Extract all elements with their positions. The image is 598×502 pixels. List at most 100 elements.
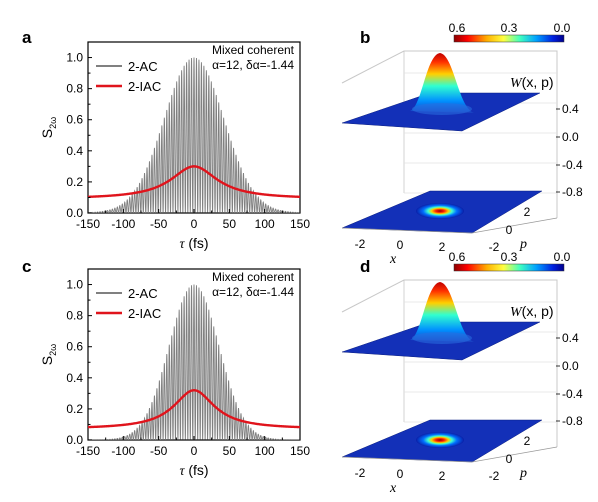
z-tick-label: -0.4 — [562, 158, 583, 172]
x-tick-label: 0 — [397, 467, 404, 481]
x-tick-label: 2 — [439, 469, 446, 483]
series-2-ac — [88, 57, 300, 213]
z-tick-label: 0.4 — [562, 331, 579, 345]
x-tick-label: 50 — [223, 217, 237, 231]
series-2-iac — [88, 389, 300, 429]
colorbar-label-min: 0.6 — [449, 21, 466, 35]
projection-spot — [416, 203, 464, 219]
x-axis-label-symbol: τ — [179, 464, 185, 479]
x-tick-label: 0 — [397, 238, 404, 252]
x-tick-label: -100 — [111, 444, 135, 458]
y-tick-label: 0.4 — [66, 144, 83, 158]
x-tick-label: -2 — [355, 466, 366, 480]
colorbar-label-mid: 0.3 — [501, 21, 518, 35]
x-axis-label: x — [389, 481, 397, 496]
colorbar-label-max: 0.0 — [554, 250, 571, 264]
x-axis-label: τ (fs) — [179, 462, 208, 479]
z-tick-label: 0.0 — [562, 359, 579, 373]
panel-c: c -150 -100 -50 0 50 100 150 0.0 0.2 0.4 0.6 0.8 1.0… — [22, 257, 310, 479]
x-tick-label: -100 — [111, 217, 135, 231]
x-tick-label: -2 — [355, 237, 366, 251]
y-tick-label: 0.6 — [66, 113, 83, 127]
y-axis-label-sub: 2ω — [48, 344, 58, 356]
legend-label-2-iac: 2-IAC — [128, 79, 161, 94]
z-tick-label: -0.4 — [562, 387, 583, 401]
p-tick-label: 2 — [524, 434, 531, 448]
y-tick-label: 0.4 — [66, 371, 83, 385]
y-tick-label: 0.0 — [66, 206, 83, 220]
surface-peak — [410, 53, 474, 113]
annotation-params: α=12, δα=-1.44 — [212, 285, 294, 299]
z-axis-label-rest: (x, p) — [522, 303, 554, 319]
annotation-params: α=12, δα=-1.44 — [212, 58, 294, 72]
surface-peak-base — [412, 103, 472, 115]
z-axis-label-w: W — [510, 76, 523, 91]
surface-peak-base — [412, 332, 472, 344]
p-tick-label: -2 — [489, 469, 500, 483]
y-axis-label: S2ω — [39, 344, 58, 365]
z-axis-label-w: W — [510, 305, 523, 320]
x-tick-label: 2 — [439, 240, 446, 254]
x-tick-label: 0 — [191, 444, 198, 458]
y-axis-label-main: S — [39, 356, 55, 365]
z-tick-label: -0.8 — [562, 185, 583, 199]
legend-label-2-ac: 2-AC — [128, 59, 158, 74]
box-front-edges — [341, 446, 558, 463]
x-tick-label: -150 — [76, 444, 100, 458]
panel-label-b: b — [360, 28, 370, 47]
z-axis-label: W(x, p) — [510, 74, 554, 91]
y-tick-label: 0.6 — [66, 340, 83, 354]
y-tick-label: 0.8 — [66, 309, 83, 323]
z-tick-label: 0.0 — [562, 130, 579, 144]
panel-label-a: a — [22, 28, 32, 47]
x-axis-label-unit: (fs) — [184, 235, 208, 251]
p-tick-label: 0 — [506, 223, 513, 237]
z-tick-label: 0.4 — [562, 102, 579, 116]
legend-label-2-ac: 2-AC — [128, 286, 158, 301]
z-axis-label: W(x, p) — [510, 303, 554, 320]
panel-d: d 0.6 0.3 0.00.40.0-0.4-0.8W(x, p)-2 0 2x20-… — [341, 250, 583, 496]
panel-label-c: c — [22, 257, 31, 276]
series-2-ac — [88, 284, 300, 440]
annotation-title: Mixed coherent — [212, 43, 295, 57]
p-axis-label: p — [519, 237, 527, 252]
x-tick-label: -50 — [150, 217, 168, 231]
p-tick-label: 2 — [524, 205, 531, 219]
x-tick-label: 50 — [223, 444, 237, 458]
y-axis-label-main: S — [39, 129, 55, 138]
z-tick-label: -0.8 — [562, 414, 583, 428]
y-tick-label: 1.0 — [66, 51, 83, 65]
legend-label-2-iac: 2-IAC — [128, 306, 161, 321]
surface-peak — [410, 282, 474, 342]
colorbar-label-mid: 0.3 — [501, 250, 518, 264]
colorbar — [453, 34, 565, 43]
x-tick-label: 100 — [255, 217, 275, 231]
panel-label-d: d — [360, 257, 370, 276]
x-tick-label: 0 — [191, 217, 198, 231]
colorbar-label-max: 0.0 — [554, 21, 571, 35]
box-back-edges — [341, 279, 558, 447]
x-axis-label-unit: (fs) — [184, 462, 208, 478]
x-tick-label: -150 — [76, 217, 100, 231]
series-2-iac — [88, 165, 300, 199]
colorbar — [453, 263, 565, 272]
box-front-edges — [341, 217, 558, 234]
p-tick-label: -2 — [489, 240, 500, 254]
x-axis-label: x — [389, 252, 397, 267]
p-axis-label: p — [519, 466, 527, 481]
x-tick-label: 100 — [255, 444, 275, 458]
projection-spot — [416, 432, 464, 448]
box-back-edges — [341, 50, 558, 218]
y-axis-label-sub: 2ω — [48, 117, 58, 129]
z-axis-label-rest: (x, p) — [522, 74, 554, 90]
x-axis-label: τ (fs) — [179, 235, 208, 252]
x-tick-label: 150 — [290, 444, 310, 458]
y-tick-label: 0.0 — [66, 433, 83, 447]
y-axis-label: S2ω — [39, 117, 58, 138]
x-axis-label-symbol: τ — [179, 237, 185, 252]
y-tick-label: 0.2 — [66, 402, 83, 416]
panel-b: b 0.6 0.3 0.00.40.0-0.4-0.8W(x, p)-2 0 2x20-… — [341, 21, 583, 267]
x-tick-label: 150 — [290, 217, 310, 231]
colorbar-label-min: 0.6 — [449, 250, 466, 264]
